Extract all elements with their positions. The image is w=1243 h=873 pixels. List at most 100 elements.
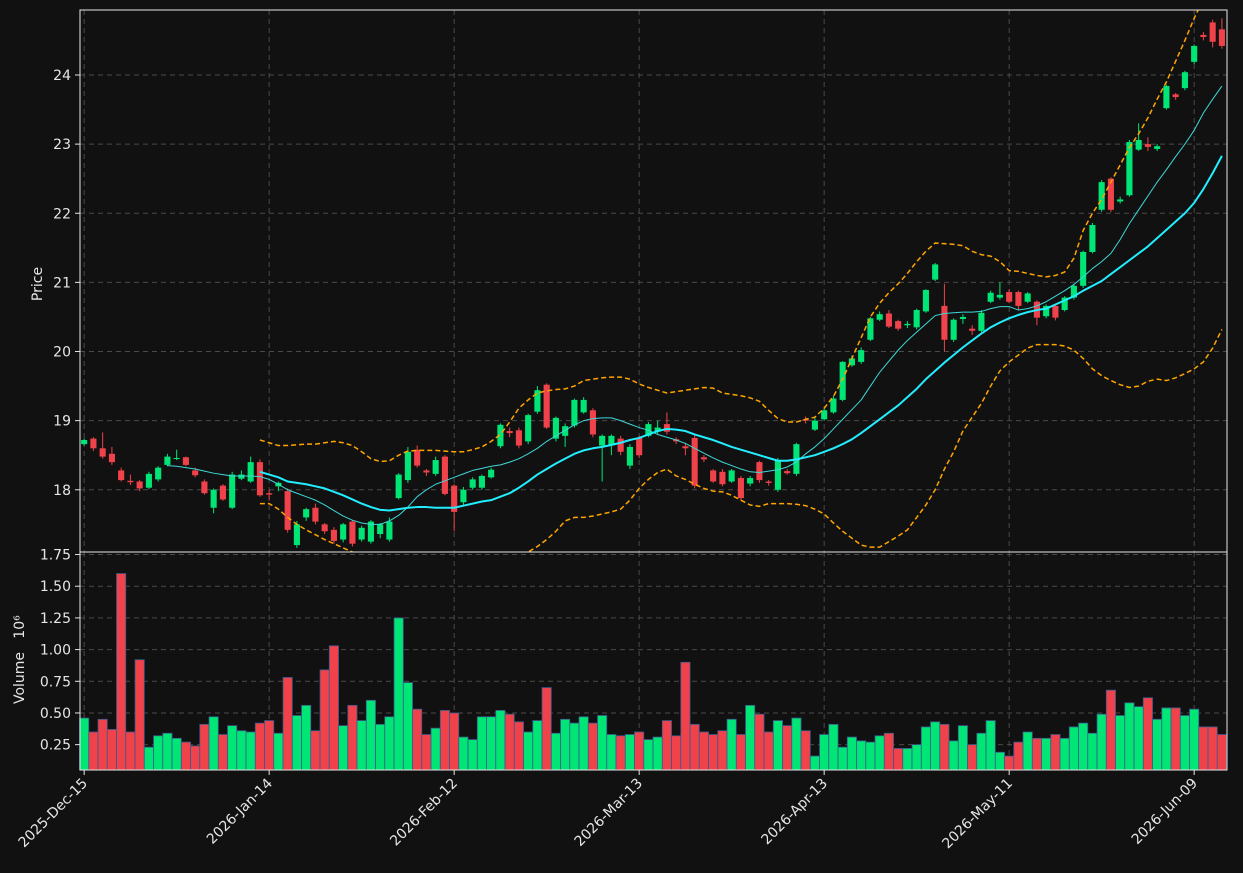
volume-bar	[920, 726, 931, 771]
volume-bar	[310, 730, 321, 771]
volume-bar	[1124, 702, 1135, 771]
volume-bar	[458, 736, 469, 771]
candle-body	[774, 460, 781, 490]
volume-bar	[1216, 734, 1227, 771]
candle-body	[358, 527, 365, 540]
volume-bar	[717, 730, 728, 771]
candle-body	[164, 456, 171, 465]
candle-body	[108, 453, 115, 463]
volume-bar	[976, 732, 987, 771]
volume-bar	[347, 704, 358, 771]
volume-bar	[190, 745, 201, 771]
volume-bar	[550, 732, 561, 771]
candle-body	[469, 479, 476, 488]
candle-body	[1181, 72, 1188, 89]
candle-body	[728, 470, 735, 482]
candle-body	[580, 399, 587, 413]
y-tick-label: 0.75	[40, 674, 71, 690]
volume-bar	[957, 725, 968, 771]
candle-body	[848, 358, 855, 366]
volume-bar	[264, 720, 275, 771]
volume-bar	[79, 717, 90, 771]
volume-bar	[782, 725, 793, 771]
volume-bar	[1031, 737, 1042, 771]
volume-bar	[1115, 715, 1126, 771]
candle-body	[987, 292, 994, 302]
candle-body	[340, 524, 347, 540]
volume-bar	[375, 723, 386, 771]
candle-body	[784, 471, 791, 474]
y-tick-label: 23	[53, 137, 71, 153]
volume-bar	[301, 704, 312, 771]
volume-bar	[1189, 708, 1200, 771]
candle-body	[127, 480, 134, 483]
volume-bar	[606, 734, 617, 771]
volume-bar	[819, 734, 830, 771]
volume-bar	[735, 734, 746, 771]
candle-body	[858, 350, 865, 362]
candle-body	[182, 457, 189, 465]
volume-bar	[439, 710, 450, 771]
candle-body	[293, 524, 300, 546]
volume-bar	[162, 732, 173, 771]
volume-bar	[476, 716, 487, 771]
candle-body	[192, 470, 199, 476]
candle-body	[1144, 144, 1151, 147]
candle-body	[1043, 305, 1050, 317]
volume-bar	[1179, 715, 1190, 771]
candle-body	[1107, 178, 1114, 210]
volume-bar	[467, 739, 478, 771]
volume-bar	[319, 669, 330, 771]
volume-bar	[1152, 718, 1163, 771]
volume-bar	[384, 716, 395, 771]
volume-bar	[1207, 726, 1218, 771]
volume-panel	[79, 573, 1227, 771]
indicator-line	[259, 155, 1223, 512]
y-tick-label: 1.25	[40, 611, 71, 627]
candle-body	[488, 469, 495, 478]
candle-body	[959, 316, 966, 320]
volume-bar	[153, 735, 164, 771]
candle-body	[1061, 297, 1068, 311]
volume-bar	[1170, 707, 1181, 771]
volume-bar	[560, 718, 571, 771]
volume-bar	[393, 617, 404, 771]
volume-bar	[1022, 731, 1033, 771]
candle-body	[719, 471, 726, 485]
candle-body	[895, 321, 902, 329]
volume-bar	[800, 730, 811, 771]
volume-bar	[1013, 741, 1024, 771]
candle-body	[478, 475, 485, 488]
candle-body	[867, 318, 874, 340]
volume-bar	[430, 727, 441, 771]
candle-body	[839, 361, 846, 400]
volume-bar	[837, 746, 848, 771]
volume-bar	[1142, 697, 1153, 771]
volume-bar	[745, 704, 756, 771]
candle-body	[515, 430, 522, 446]
volume-bar	[1004, 755, 1015, 771]
grid	[80, 10, 1227, 770]
volume-bar	[856, 740, 867, 771]
candle-body	[145, 473, 152, 488]
candle-body	[1024, 293, 1031, 302]
candle-body	[710, 470, 717, 482]
volume-bar	[874, 735, 885, 771]
volume-bar	[726, 718, 737, 771]
volume-bar	[513, 721, 524, 771]
volume-bar	[911, 744, 922, 771]
candle-body	[1117, 199, 1124, 202]
candle-body	[1098, 182, 1105, 210]
volume-bar	[1096, 713, 1107, 771]
candle-body	[1006, 292, 1013, 302]
volume-bar	[254, 722, 265, 771]
volume-bar	[134, 659, 145, 771]
y-tick-label: 22	[53, 206, 71, 222]
indicator-line	[167, 85, 1223, 525]
candle-body	[377, 524, 384, 535]
candle-body	[811, 420, 818, 430]
candle-body	[238, 474, 245, 479]
volume-bar	[125, 731, 136, 771]
volume-bar	[1050, 734, 1061, 771]
